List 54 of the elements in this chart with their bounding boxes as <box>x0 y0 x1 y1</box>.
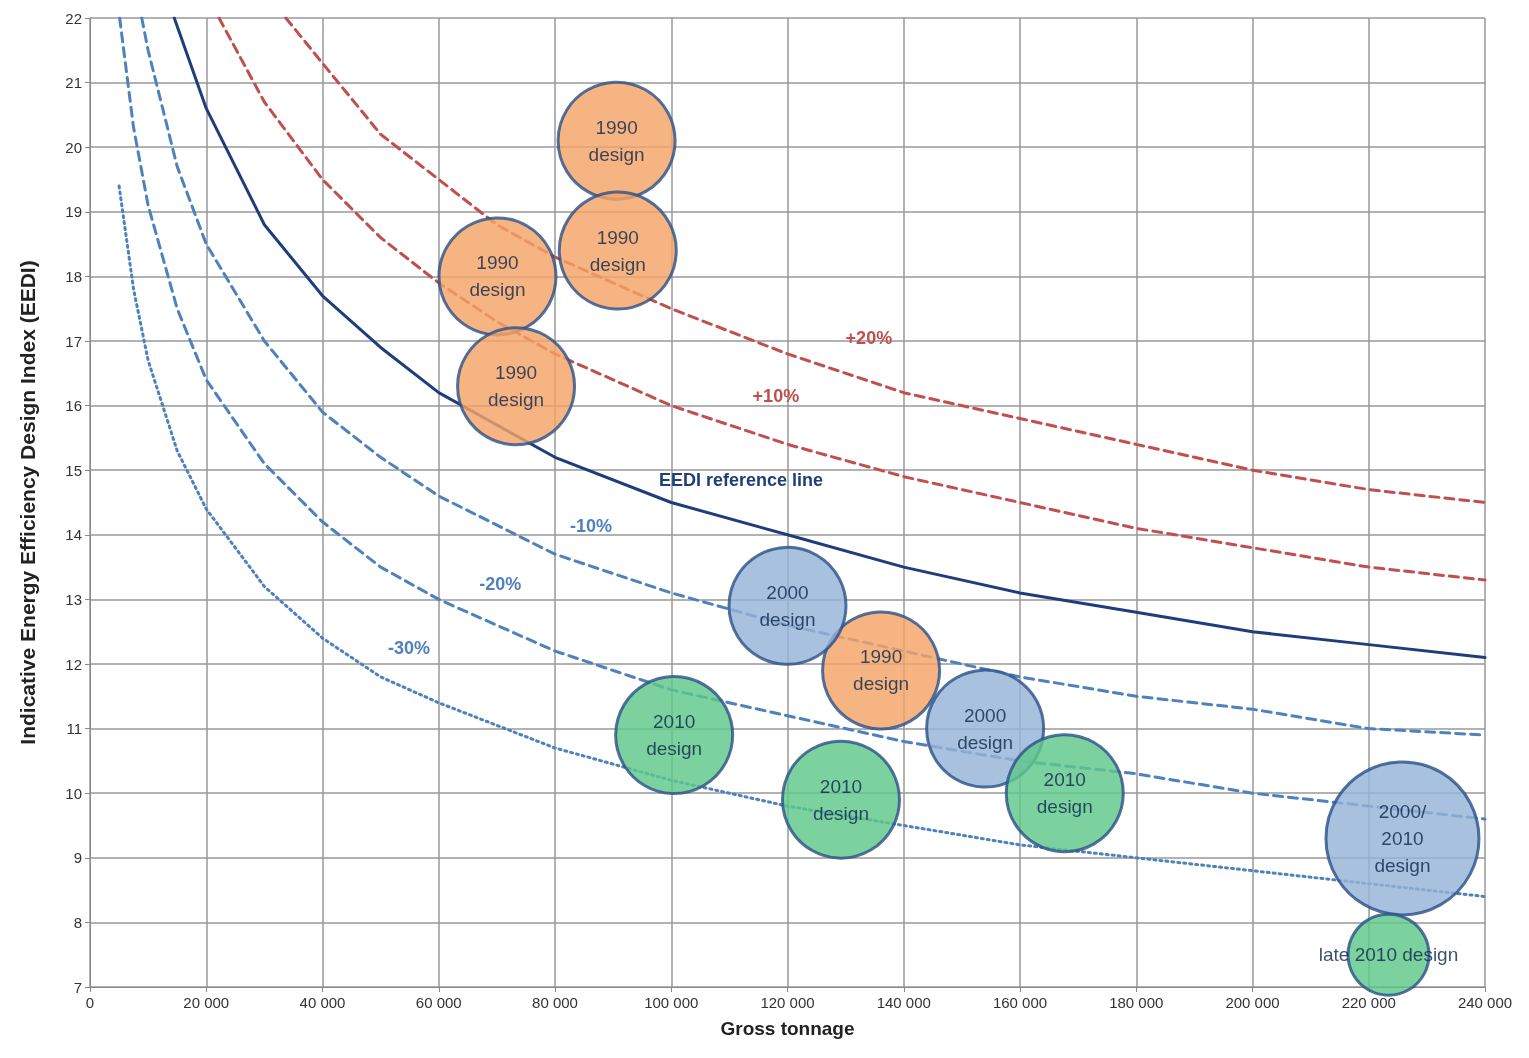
text: 1990 design <box>588 116 645 165</box>
y-tick-label: 9 <box>73 849 82 867</box>
text: 2010 design <box>646 711 703 760</box>
x-tick-label: 120 000 <box>760 994 815 1011</box>
text: 1990 design <box>853 646 910 695</box>
y-tick-label: 7 <box>73 978 82 996</box>
x-axis-title: Gross tonnage <box>720 1018 855 1039</box>
x-tick-label: 20 000 <box>183 994 230 1011</box>
y-tick-label: 16 <box>65 397 82 415</box>
x-tick-label: 200 000 <box>1225 994 1280 1011</box>
series-label: 2000 design <box>957 704 1014 753</box>
point <box>557 190 678 311</box>
y-tick-label: 22 <box>65 9 82 27</box>
point <box>821 610 942 731</box>
x-tick-label: 220 000 <box>1341 994 1396 1011</box>
point <box>1324 760 1481 917</box>
x-tick-label: 160 000 <box>992 994 1048 1011</box>
y-tick-label: 19 <box>65 203 82 221</box>
point <box>614 675 735 796</box>
text: 1990 design <box>488 362 545 411</box>
y-tick-label: 11 <box>66 720 82 738</box>
annotation: -20% <box>479 573 522 594</box>
point <box>456 326 577 447</box>
y-tick-label: 15 <box>65 461 82 479</box>
y-tick-label: 13 <box>65 590 82 608</box>
y-tick-label: 20 <box>65 138 82 156</box>
y-tick-label: 18 <box>65 267 82 285</box>
y-tick-label: 21 <box>65 74 82 92</box>
x-tick-label: 60 000 <box>415 994 462 1011</box>
y-tick-label: 14 <box>65 526 82 544</box>
text: 1990 design <box>469 252 526 301</box>
text: 2010 design <box>812 775 869 824</box>
text: 2000 design <box>759 581 816 630</box>
annotation: +20% <box>845 328 893 349</box>
y-tick-label: 12 <box>65 655 82 673</box>
annotation: +10% <box>752 386 800 407</box>
series-label: 2000/ 2010 design <box>1374 800 1431 876</box>
x-tick-label: 100 000 <box>644 994 699 1011</box>
x-tick-label: 240 000 <box>1457 994 1513 1011</box>
y-tick-label: 8 <box>73 913 82 931</box>
x-tick-label: 80 000 <box>532 994 578 1011</box>
annotation: -10% <box>570 515 613 536</box>
annotation: EEDI reference line <box>658 470 824 491</box>
y-axis-title: Indicative Energy Efficiency Design Index (EEDI) <box>16 260 39 745</box>
series-label: 2010 design <box>1036 769 1093 818</box>
series-label: 1990 design <box>589 226 646 275</box>
y-tick-label: 17 <box>65 332 82 350</box>
x-tick-label: 180 000 <box>1109 994 1164 1011</box>
y-tick-label: 10 <box>65 784 82 802</box>
x-tick-label: 0 <box>85 994 95 1011</box>
line-series <box>284 16 1487 504</box>
annotation: -30% <box>388 638 431 659</box>
x-tick-label: 140 000 <box>876 994 931 1011</box>
x-tick-label: 40 000 <box>299 994 346 1011</box>
